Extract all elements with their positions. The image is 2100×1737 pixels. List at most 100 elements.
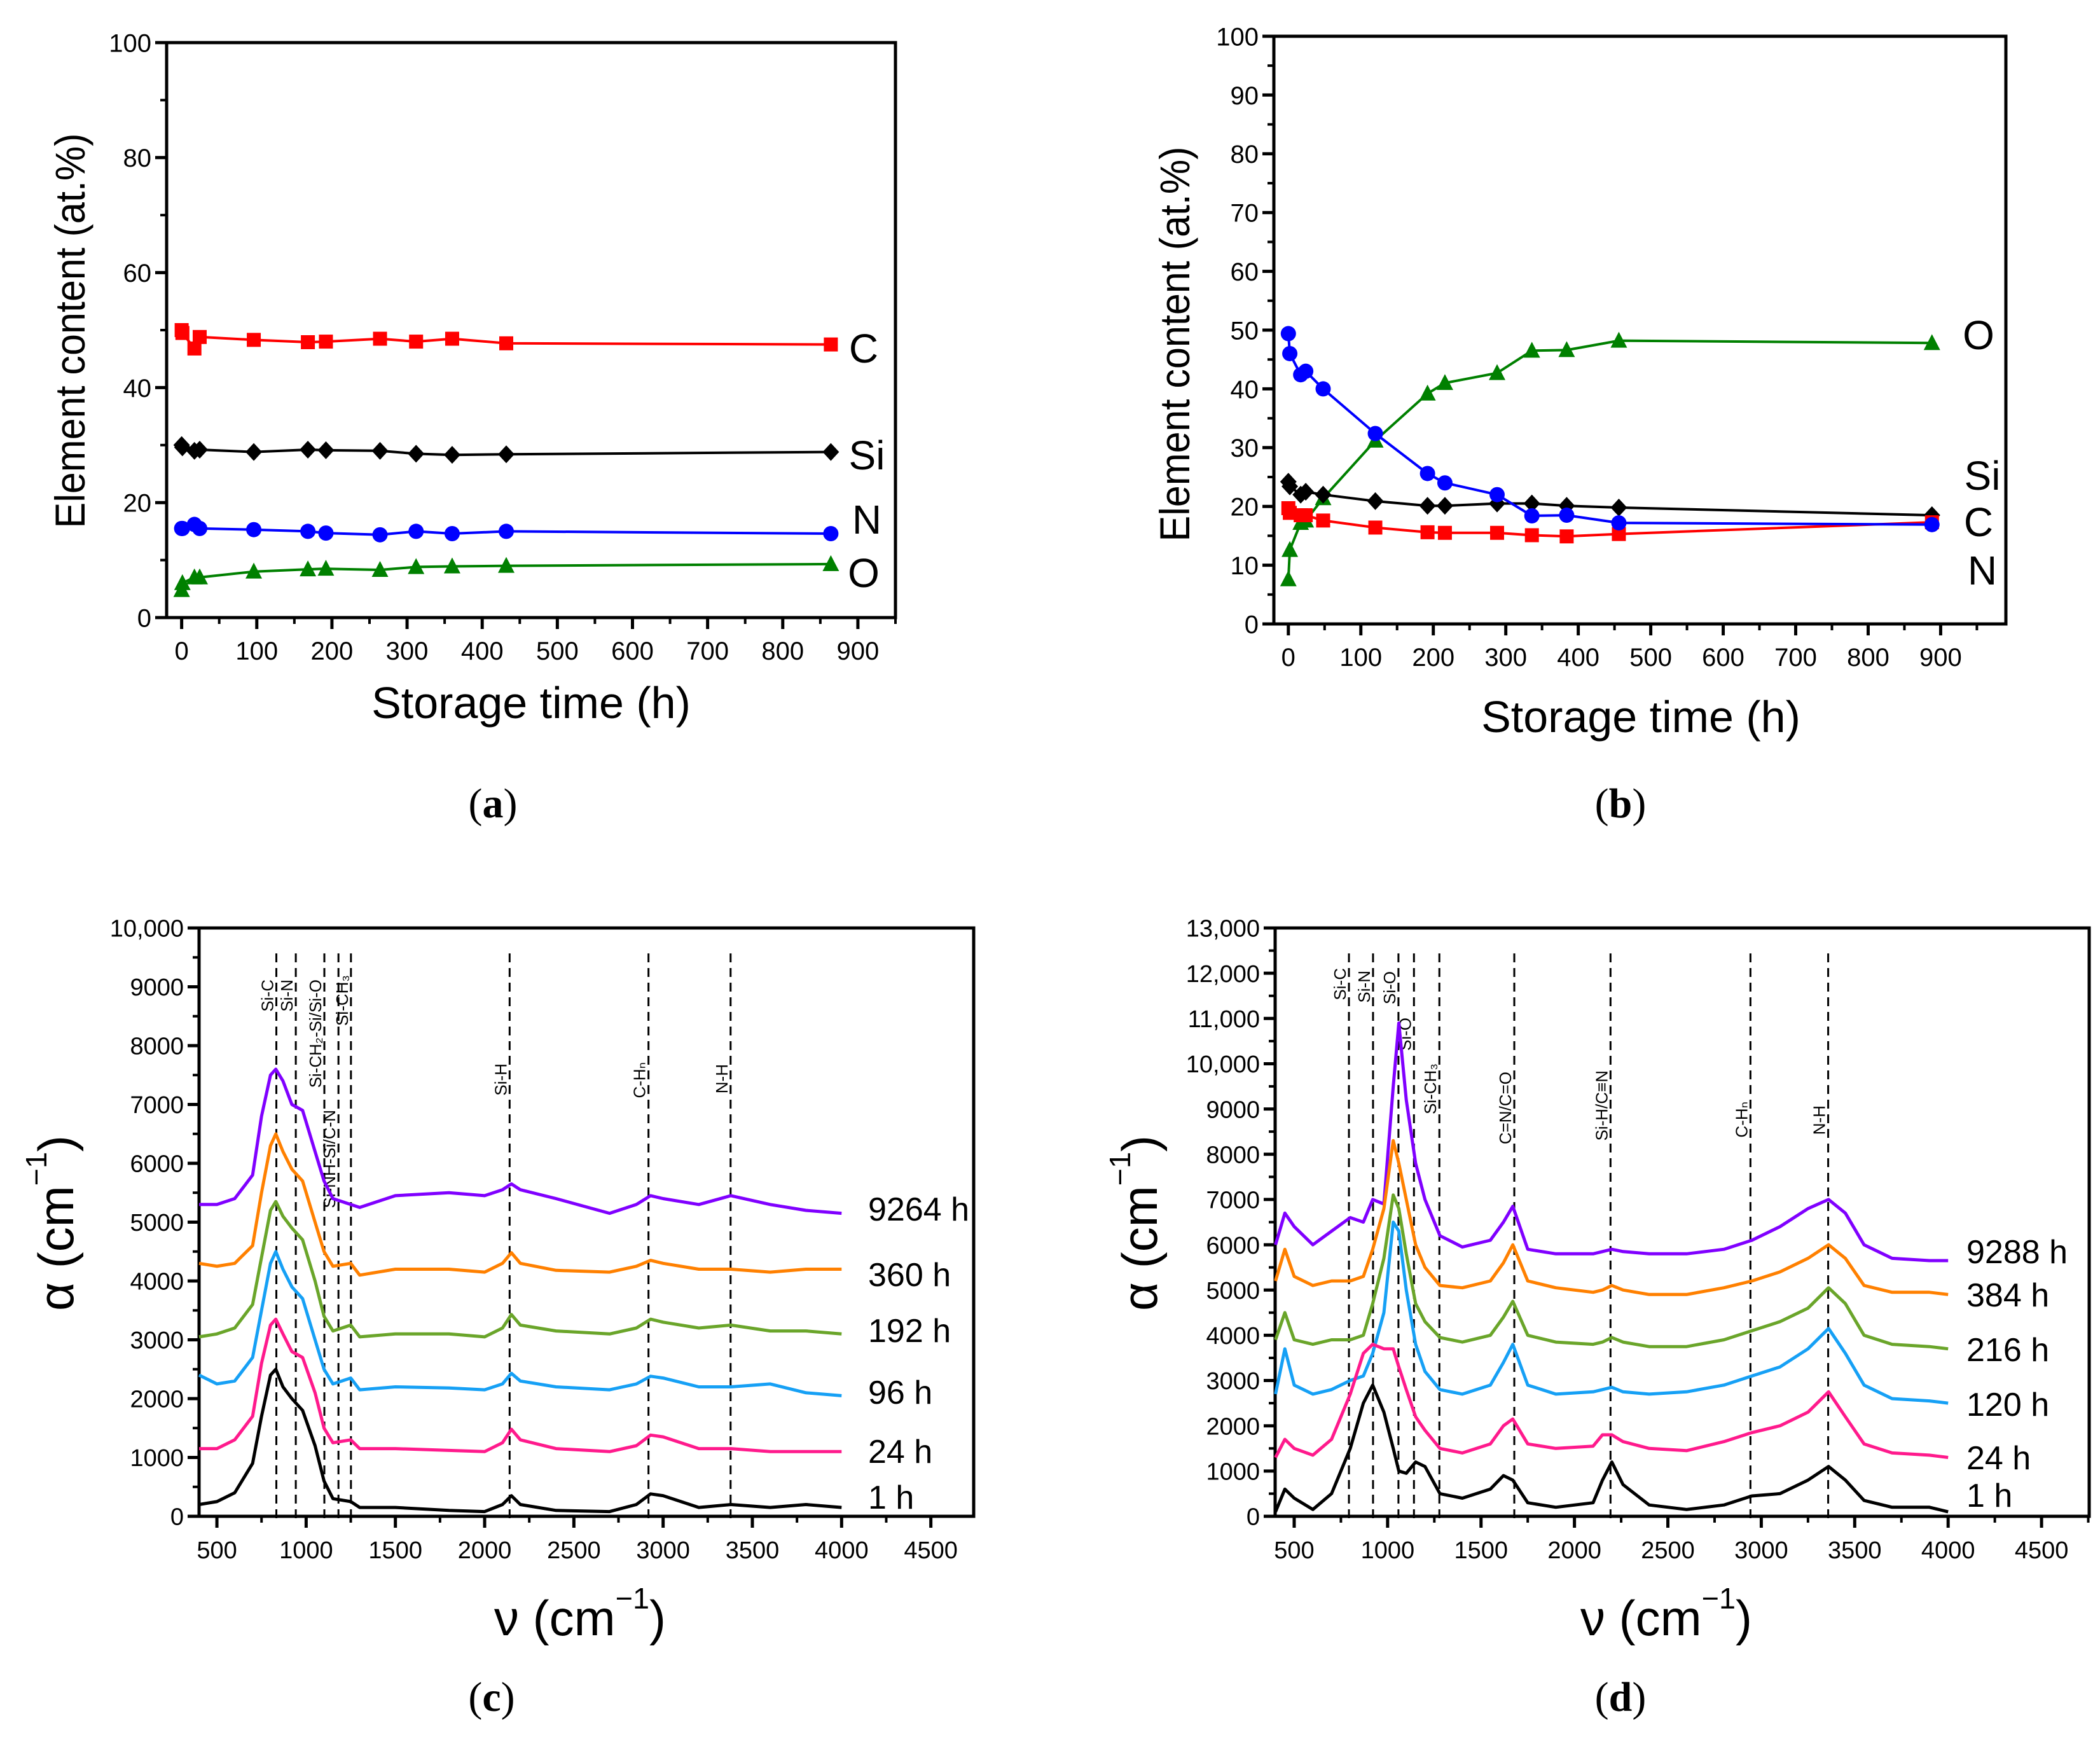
x-tick-label: 2500 (547, 1537, 601, 1564)
y-tick-label: 20 (1231, 494, 1259, 522)
x-tick-label: 2000 (1547, 1537, 1601, 1564)
y-tick-label: 10 (1231, 552, 1259, 580)
band-label: C-Hₙ (1732, 1102, 1751, 1138)
series-9264-h: 9264 h (199, 1067, 969, 1228)
data-point-square (1368, 520, 1383, 535)
x-tick-label: 0 (175, 637, 189, 665)
data-point-diamond (371, 441, 389, 460)
y-tick-label: 100 (109, 29, 151, 57)
y-axis-title-close: ) (28, 1135, 84, 1152)
series-line (1274, 1021, 1949, 1263)
series-label: O (848, 550, 880, 596)
data-point-triangle (317, 560, 335, 576)
panel-label-part: ) (501, 1674, 515, 1720)
data-point-triangle (1436, 374, 1453, 391)
data-point-circle (372, 527, 388, 543)
data-point-diamond (443, 446, 460, 464)
x-tick-label: 700 (1774, 644, 1817, 672)
series-N: N (1280, 326, 1997, 593)
y-tick-label: 10,000 (110, 916, 184, 943)
chart-panel-c: Si-C Si-N Si-CH₂-Si/Si-OSi-NH-Si/C-NSi-CH₃… (20, 916, 976, 1720)
x-tick-label: 500 (197, 1537, 237, 1564)
band-label: C=N/C=O (1496, 1072, 1515, 1144)
y-tick-label: 5000 (1206, 1278, 1260, 1304)
y-tick-label: 12,000 (1186, 961, 1260, 988)
series-24-h: 24 h (199, 1317, 932, 1471)
data-point-square (1316, 513, 1330, 528)
y-tick-label: 6000 (1206, 1233, 1260, 1259)
series-line (1274, 1138, 1949, 1296)
series-label: Si (849, 433, 885, 478)
panel-label-part: ( (1595, 780, 1609, 827)
panel-label: (c) (468, 1674, 515, 1720)
data-point-diamond (317, 441, 335, 459)
y-tick-label: 7000 (1206, 1187, 1260, 1214)
data-point-triangle (1523, 342, 1540, 358)
x-tick-label: 200 (1412, 644, 1454, 672)
data-point-square (247, 333, 261, 347)
x-tick-label: 600 (611, 637, 654, 665)
x-tick-label: 600 (1702, 644, 1744, 672)
x-tick-label: 3500 (1828, 1537, 1882, 1564)
x-axis-title-main: ν (cm (1580, 1590, 1702, 1646)
band-label: Si-C (258, 979, 277, 1012)
band-label: C-Hₙ (630, 1062, 649, 1098)
panel-label: (d) (1595, 1674, 1647, 1720)
y-tick-label: 3000 (130, 1327, 184, 1354)
data-point-circle (1420, 466, 1435, 481)
series-line (199, 1317, 842, 1453)
data-point-circle (1315, 381, 1331, 397)
data-point-triangle (822, 555, 839, 571)
series-96-h: 96 h (198, 1250, 932, 1411)
data-point-square (373, 331, 387, 346)
series-label: 120 h (1966, 1387, 2049, 1423)
y-tick-label: 40 (123, 375, 152, 403)
x-axis-title-superscript: −1 (1702, 1582, 1736, 1615)
x-axis-title-superscript: −1 (616, 1582, 649, 1615)
data-point-square (499, 336, 514, 350)
x-tick-label: 1000 (1361, 1537, 1415, 1564)
data-point-circle (1924, 516, 1940, 532)
data-point-square (175, 326, 190, 340)
series-line (1274, 1193, 1949, 1351)
x-tick-label: 100 (1339, 644, 1382, 672)
x-tick-label: 800 (761, 637, 804, 665)
x-tick-label: 500 (1274, 1537, 1314, 1564)
y-axis-title-main: α (cm (28, 1186, 84, 1311)
series-24-h: 24 h (1274, 1343, 2031, 1477)
data-point-triangle (443, 557, 460, 574)
data-point-diamond (1367, 492, 1384, 510)
y-tick-label: 9000 (1206, 1097, 1260, 1123)
data-point-triangle (498, 557, 515, 573)
y-tick-label: 1000 (130, 1445, 184, 1472)
y-tick-label: 7000 (130, 1092, 184, 1119)
data-point-circle (1611, 515, 1627, 531)
data-point-circle (444, 526, 460, 542)
x-tick-label: 400 (461, 637, 504, 665)
y-tick-label: 0 (1245, 611, 1259, 639)
data-point-square (1299, 508, 1313, 523)
y-tick-label: 8000 (1206, 1142, 1260, 1168)
series-line (1287, 339, 1932, 579)
y-axis-title: α (cm−1) (20, 1135, 84, 1311)
y-tick-label: 0 (137, 604, 151, 632)
data-point-circle (1280, 326, 1296, 342)
y-tick-label: 11,000 (1188, 1006, 1260, 1033)
data-point-triangle (1419, 384, 1436, 401)
data-point-square (192, 329, 207, 344)
y-tick-label: 4000 (1206, 1323, 1260, 1350)
series-line (198, 1200, 842, 1339)
data-point-square (445, 331, 459, 346)
panel-label-part: d (1609, 1674, 1633, 1720)
y-axis-title-close: ) (1112, 1135, 1168, 1152)
x-tick-label: 500 (536, 637, 579, 665)
y-axis-title: α (cm−1) (1103, 1135, 1168, 1311)
data-point-circle (1298, 363, 1314, 379)
y-tick-label: 0 (1247, 1504, 1260, 1531)
data-point-circle (1367, 426, 1383, 441)
band-label: N-H (1810, 1105, 1829, 1135)
x-axis-title: ν (cm−1) (494, 1582, 666, 1646)
series-label: 216 h (1966, 1332, 2049, 1369)
x-tick-label: 2000 (458, 1537, 512, 1564)
data-point-circle (823, 526, 839, 542)
